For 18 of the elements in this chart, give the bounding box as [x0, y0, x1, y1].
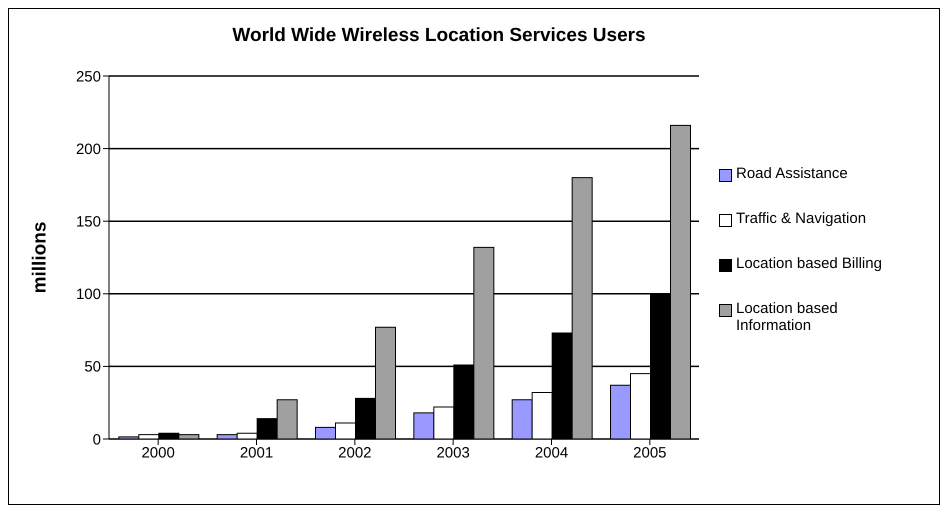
- x-tick-label: 2004: [534, 444, 568, 462]
- y-tick-label: 50: [84, 358, 101, 376]
- x-tick-label: 2005: [633, 444, 667, 462]
- y-tick-label: 150: [76, 214, 101, 231]
- y-tick-label: 100: [76, 286, 101, 304]
- x-tick-label: 2001: [240, 444, 274, 462]
- y-tick-label: 200: [76, 140, 101, 158]
- y-axis-title: millions: [30, 222, 51, 294]
- legend-label: Location based Information: [736, 300, 839, 334]
- y-tick-label: 0: [92, 431, 101, 448]
- chart-title: World Wide Wireless Location Services Users: [231, 25, 647, 47]
- x-tick-label: 2002: [338, 444, 372, 462]
- x-tick-label: 2003: [436, 444, 470, 462]
- legend-label: Location based Billing: [736, 254, 883, 272]
- legend-label: Traffic & Navigation: [736, 210, 868, 226]
- legend-label: Road Assistance: [736, 164, 849, 182]
- y-tick-label: 250: [76, 68, 101, 86]
- x-tick-label: 2000: [141, 444, 175, 462]
